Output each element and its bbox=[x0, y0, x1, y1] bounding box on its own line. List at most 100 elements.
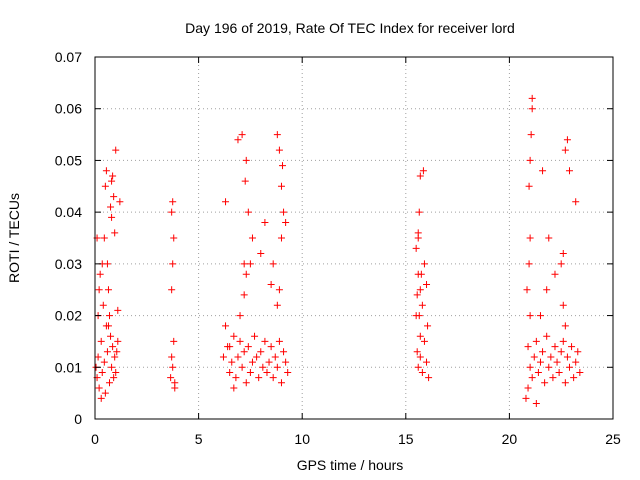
x-tick-label: 15 bbox=[398, 431, 414, 447]
data-point bbox=[545, 363, 553, 371]
data-point bbox=[574, 348, 582, 356]
data-point bbox=[95, 384, 103, 392]
data-point bbox=[559, 250, 567, 258]
y-tick-label: 0.07 bbox=[55, 49, 82, 65]
data-point bbox=[543, 332, 551, 340]
data-point bbox=[261, 337, 269, 345]
data-point bbox=[525, 260, 533, 268]
data-point bbox=[110, 193, 118, 201]
x-tick-label: 0 bbox=[91, 431, 99, 447]
data-point bbox=[423, 281, 431, 289]
data-point bbox=[539, 167, 547, 175]
data-point bbox=[527, 131, 535, 139]
data-point bbox=[226, 343, 234, 351]
data-point bbox=[107, 332, 115, 340]
data-point bbox=[570, 374, 578, 382]
data-point bbox=[98, 368, 106, 376]
data-point bbox=[263, 368, 271, 376]
y-tick-label: 0.02 bbox=[55, 308, 82, 324]
data-point bbox=[273, 131, 281, 139]
data-point bbox=[275, 146, 283, 154]
data-point bbox=[565, 363, 573, 371]
data-point bbox=[110, 374, 118, 382]
data-point bbox=[414, 234, 422, 242]
data-point bbox=[228, 358, 236, 366]
data-point bbox=[113, 348, 121, 356]
data-point bbox=[101, 389, 109, 397]
data-point bbox=[267, 343, 275, 351]
data-point bbox=[557, 260, 565, 268]
data-point bbox=[416, 353, 424, 361]
data-point bbox=[114, 337, 122, 345]
y-tick-label: 0.06 bbox=[55, 101, 82, 117]
data-point bbox=[275, 337, 283, 345]
data-point bbox=[418, 301, 426, 309]
x-tick-label: 20 bbox=[502, 431, 518, 447]
data-point bbox=[414, 363, 422, 371]
data-point bbox=[565, 167, 573, 175]
data-point bbox=[244, 343, 252, 351]
data-point bbox=[282, 218, 290, 226]
data-point bbox=[97, 394, 105, 402]
data-point bbox=[226, 368, 234, 376]
data-point bbox=[102, 167, 110, 175]
data-point bbox=[551, 270, 559, 278]
data-point bbox=[246, 260, 254, 268]
data-point bbox=[222, 322, 230, 330]
data-point bbox=[572, 358, 580, 366]
x-tick-labels: 0 5 10 15 20 25 bbox=[91, 431, 621, 447]
data-point bbox=[238, 363, 246, 371]
data-point bbox=[104, 286, 112, 294]
data-point bbox=[524, 343, 532, 351]
x-tick-label: 5 bbox=[195, 431, 203, 447]
data-point bbox=[236, 337, 244, 345]
data-point bbox=[103, 348, 111, 356]
data-point bbox=[522, 394, 530, 402]
data-point bbox=[532, 399, 540, 407]
data-point bbox=[420, 260, 428, 268]
data-point bbox=[108, 363, 116, 371]
data-point bbox=[100, 234, 108, 242]
data-point bbox=[541, 379, 549, 387]
data-point bbox=[97, 337, 105, 345]
data-point bbox=[240, 291, 248, 299]
chart-title: Day 196 of 2019, Rate Of TEC Index for r… bbox=[185, 20, 515, 36]
y-axis-label: ROTI / TECUs bbox=[6, 193, 22, 283]
data-point bbox=[282, 358, 290, 366]
data-point bbox=[523, 286, 531, 294]
data-point bbox=[222, 198, 230, 206]
data-point bbox=[563, 136, 571, 144]
data-point bbox=[572, 198, 580, 206]
data-point bbox=[424, 322, 432, 330]
data-point bbox=[576, 368, 584, 376]
data-point bbox=[555, 368, 563, 376]
data-point bbox=[532, 337, 540, 345]
data-point bbox=[536, 312, 544, 320]
data-point bbox=[168, 208, 176, 216]
data-point bbox=[234, 136, 242, 144]
data-point bbox=[230, 332, 238, 340]
data-point bbox=[236, 312, 244, 320]
data-point bbox=[277, 234, 285, 242]
x-axis-label: GPS time / hours bbox=[297, 457, 404, 473]
data-point bbox=[106, 312, 114, 320]
data-point bbox=[242, 270, 250, 278]
y-tick-label: 0.05 bbox=[55, 152, 82, 168]
data-point bbox=[169, 260, 177, 268]
data-point bbox=[267, 281, 275, 289]
data-point bbox=[259, 363, 267, 371]
data-point bbox=[269, 374, 277, 382]
data-point bbox=[100, 358, 108, 366]
y-tick-label: 0 bbox=[74, 411, 82, 427]
data-point bbox=[240, 348, 248, 356]
data-point bbox=[530, 353, 538, 361]
data-point bbox=[561, 146, 569, 154]
data-point bbox=[232, 374, 240, 382]
data-point bbox=[109, 172, 117, 180]
data-point bbox=[563, 353, 571, 361]
data-point bbox=[106, 379, 114, 387]
data-point bbox=[536, 358, 544, 366]
data-point bbox=[101, 182, 109, 190]
data-point bbox=[413, 348, 421, 356]
